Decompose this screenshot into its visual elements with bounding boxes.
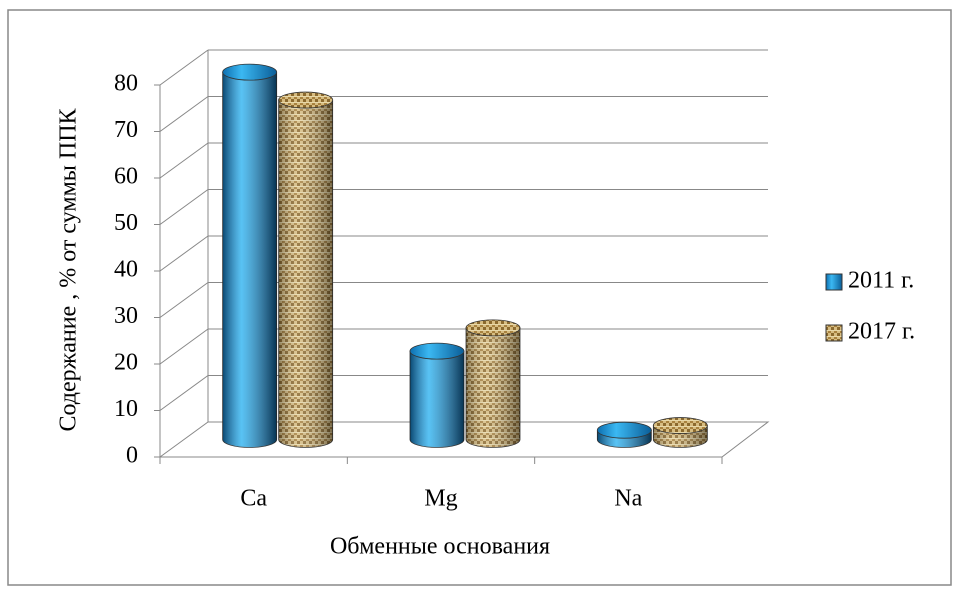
bar-cap: [222, 63, 278, 81]
legend-label: 2011 г.: [848, 268, 914, 294]
y-tick-label: 70: [114, 117, 138, 143]
grid-line: [159, 235, 209, 272]
y-tick-label: 10: [114, 396, 138, 422]
bar-shade: [410, 351, 464, 448]
legend-label: 2017 г.: [848, 319, 915, 345]
y-tick-label: 20: [114, 350, 138, 376]
grid-line: [159, 282, 209, 318]
legend-swatch: [825, 273, 843, 291]
y-tick-label: 80: [114, 71, 138, 97]
x-tick-label: Mg: [424, 486, 457, 512]
bar-cap: [465, 319, 521, 337]
x-axis-title: Обменные основания: [330, 534, 550, 560]
grid-line: [159, 142, 209, 179]
y-tick-label: 60: [114, 164, 138, 190]
y-tick-label: 30: [114, 303, 138, 329]
x-tick-label: Ca: [240, 486, 267, 512]
grid-line: [159, 96, 209, 132]
chart-frame: [7, 9, 952, 586]
y-tick-label: 50: [114, 210, 138, 236]
grid-line: [159, 328, 209, 365]
bar-shade: [466, 327, 520, 448]
plot: 0 10 20 30 40 50 60 70 80 Ca Mg Na 2011 г. 2017 г.: [114, 49, 915, 512]
grid-line: [159, 375, 209, 411]
grid-line: [159, 189, 209, 225]
bar-cap: [596, 421, 652, 439]
bar-shade: [278, 100, 333, 448]
grid-line: [159, 49, 209, 86]
legend-swatch: [825, 324, 843, 342]
bar-shade: [222, 72, 277, 448]
bar-cap: [409, 342, 465, 360]
y-tick-label: 40: [114, 257, 138, 283]
bar-cap: [278, 91, 334, 109]
x-tick-label: Na: [614, 486, 642, 512]
bar-cap: [652, 417, 708, 434]
y-axis-title: Содержание , % от суммы ППК: [56, 107, 82, 431]
y-tick-label: 0: [126, 443, 138, 469]
